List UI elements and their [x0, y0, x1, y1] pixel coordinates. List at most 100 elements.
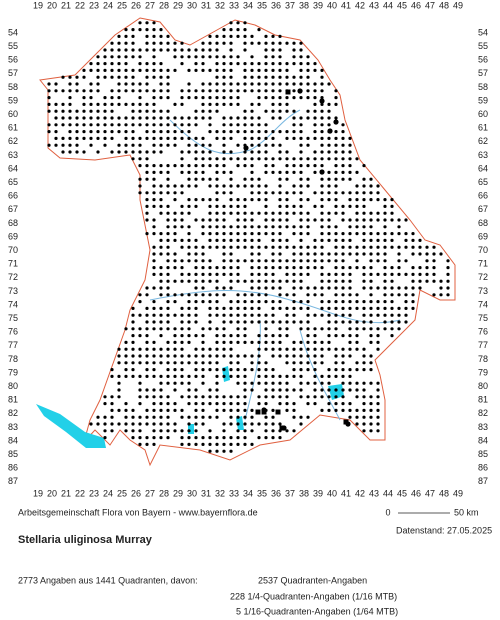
dot [250, 89, 254, 93]
column-label: 34 [243, 488, 253, 498]
dot [271, 245, 275, 249]
dot [208, 68, 212, 72]
dot [278, 48, 282, 52]
dot [292, 272, 296, 276]
dot [278, 395, 282, 399]
dot [376, 381, 380, 385]
dot [75, 150, 79, 154]
dot [208, 164, 212, 168]
dot [264, 48, 268, 52]
dot [222, 96, 226, 100]
dot [264, 191, 268, 195]
dot [138, 164, 142, 168]
dot [124, 150, 128, 154]
dot [292, 48, 296, 52]
dot [103, 415, 107, 419]
row-label: 57 [478, 68, 488, 78]
dot [75, 136, 79, 140]
dot [369, 245, 373, 249]
dot [376, 286, 380, 290]
dot-large [243, 145, 249, 151]
dot [187, 429, 191, 433]
dot [299, 327, 303, 331]
dot [257, 177, 261, 181]
dot [306, 198, 310, 202]
dot [292, 89, 296, 93]
dot [75, 82, 79, 86]
dot [334, 96, 338, 100]
dot [208, 306, 212, 310]
dot [334, 306, 338, 310]
dot [166, 429, 170, 433]
dot [271, 102, 275, 106]
dot [187, 436, 191, 440]
dot [173, 68, 177, 72]
dot [145, 68, 149, 72]
dot [180, 116, 184, 120]
dot [285, 388, 289, 392]
dot [362, 238, 366, 242]
dot [187, 361, 191, 365]
dot [250, 313, 254, 317]
dot [173, 102, 177, 106]
dot [236, 361, 240, 365]
dot [299, 55, 303, 59]
dot [124, 327, 128, 331]
dot [355, 198, 359, 202]
dot [89, 109, 93, 113]
dot [376, 422, 380, 426]
dot [334, 272, 338, 276]
dot [131, 28, 135, 32]
dot [292, 41, 296, 45]
dot [383, 204, 387, 208]
dot [285, 361, 289, 365]
dot [404, 300, 408, 304]
dot [376, 395, 380, 399]
dot [222, 232, 226, 236]
dot [131, 334, 135, 338]
dot [306, 82, 310, 86]
dot [271, 218, 275, 222]
dot [264, 368, 268, 372]
dot [194, 436, 198, 440]
column-label: 34 [243, 0, 253, 10]
dot [243, 48, 247, 52]
dot [313, 238, 317, 242]
dot [327, 381, 331, 385]
dot [89, 89, 93, 93]
dot [243, 340, 247, 344]
dot [222, 286, 226, 290]
dot [243, 306, 247, 310]
dot [152, 130, 156, 134]
dot [166, 395, 170, 399]
row-label: 69 [478, 231, 488, 241]
dot [264, 415, 268, 419]
dot [131, 116, 135, 120]
dot [173, 48, 177, 52]
dot [362, 395, 366, 399]
column-label: 22 [75, 488, 85, 498]
dot [159, 204, 163, 208]
dot [208, 123, 212, 127]
dot [201, 272, 205, 276]
dot [271, 408, 275, 412]
dot [250, 306, 254, 310]
dot [152, 408, 156, 412]
dot [166, 293, 170, 297]
dot [264, 96, 268, 100]
dot [306, 300, 310, 304]
dot [271, 109, 275, 113]
dot [257, 143, 261, 147]
dot [194, 272, 198, 276]
dot [229, 408, 233, 412]
dot [306, 286, 310, 290]
dot [159, 320, 163, 324]
dot [201, 361, 205, 365]
dot [229, 75, 233, 79]
dot [194, 368, 198, 372]
dot [446, 279, 450, 283]
dot [145, 408, 149, 412]
dot [299, 232, 303, 236]
dot [222, 368, 226, 372]
dot [299, 48, 303, 52]
